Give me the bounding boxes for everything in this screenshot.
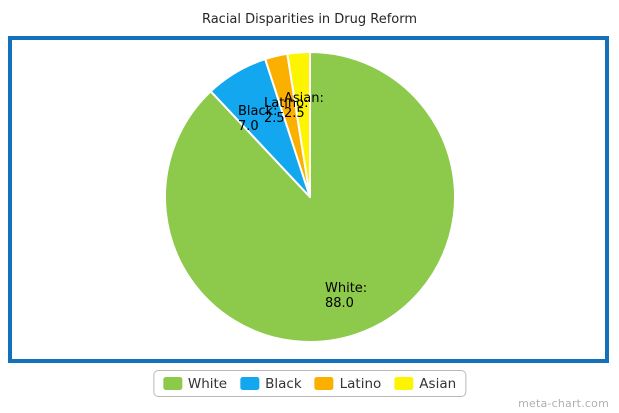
slice-label-white: White: 88.0 xyxy=(325,281,367,311)
slice-label-black-name: Black: xyxy=(238,104,278,119)
chart-title: Racial Disparities in Drug Reform xyxy=(201,12,418,27)
legend-item-latino: Latino xyxy=(314,375,382,392)
slice-label-latino: Latino: 2.5 xyxy=(264,96,309,126)
legend-swatch-asian xyxy=(394,377,414,390)
legend-item-black: Black xyxy=(240,376,302,392)
meta-chart-watermark: meta-chart.com xyxy=(518,397,609,410)
legend-swatch-white xyxy=(162,377,182,390)
legend: White Black Latino Asian xyxy=(152,370,467,397)
pie-slice-asian xyxy=(286,51,311,198)
slice-label-asian: Asian: 2.5 xyxy=(284,91,324,121)
slice-label-asian-name: Asian: xyxy=(284,91,324,106)
legend-swatch-black xyxy=(240,377,260,390)
slice-label-white-name: White: xyxy=(325,281,368,296)
legend-label-white: White xyxy=(187,375,228,392)
slice-label-asian-value: 2.5 xyxy=(284,106,305,121)
slice-label-latino-name: Latino: xyxy=(264,96,309,111)
legend-label-black: Black xyxy=(265,375,302,392)
pie-chart xyxy=(164,51,456,343)
slice-label-latino-value: 2.5 xyxy=(264,111,285,126)
pie-slice-white xyxy=(164,51,456,343)
slice-label-black-value: 7.0 xyxy=(238,119,259,134)
legend-label-latino: Latino xyxy=(339,375,382,392)
legend-item-asian: Asian xyxy=(394,376,456,392)
legend-swatch-latino xyxy=(314,377,334,390)
legend-item-white: White xyxy=(162,375,228,392)
slice-label-black: Black: 7.0 xyxy=(238,104,278,134)
legend-label-asian: Asian xyxy=(419,375,457,392)
slice-label-white-value: 88.0 xyxy=(325,296,354,311)
